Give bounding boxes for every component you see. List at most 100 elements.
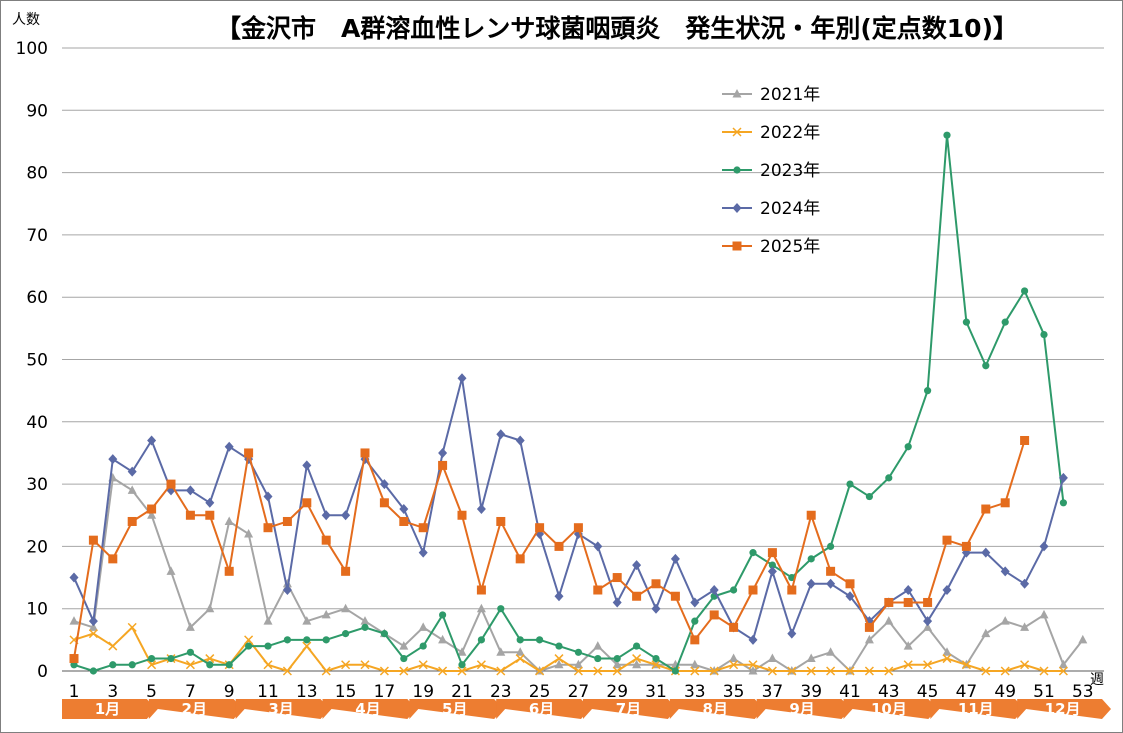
data-point bbox=[147, 435, 157, 446]
data-point bbox=[418, 660, 428, 670]
y-tick-label: 80 bbox=[26, 164, 48, 184]
data-point bbox=[730, 586, 738, 594]
data-point bbox=[302, 616, 312, 625]
data-point bbox=[341, 510, 351, 521]
x-axis-label: 週 bbox=[1090, 672, 1104, 688]
legend-item: 2021年 bbox=[722, 85, 820, 105]
y-tick-label: 70 bbox=[26, 226, 48, 246]
data-point bbox=[807, 555, 815, 563]
data-point bbox=[942, 535, 952, 545]
data-point bbox=[903, 585, 913, 596]
data-point bbox=[360, 448, 370, 458]
x-tick-label: 19 bbox=[412, 682, 434, 702]
data-point bbox=[515, 654, 525, 664]
data-point bbox=[282, 578, 292, 588]
data-point bbox=[244, 448, 254, 458]
data-point bbox=[612, 573, 622, 583]
y-tick-label: 20 bbox=[26, 537, 48, 557]
legend-item: 2023年 bbox=[722, 161, 820, 181]
legend-label: 2022年 bbox=[760, 123, 820, 143]
data-point bbox=[826, 647, 836, 656]
data-point bbox=[185, 510, 195, 520]
data-point bbox=[321, 609, 331, 619]
data-point bbox=[806, 666, 816, 676]
data-point bbox=[981, 547, 991, 558]
month-label: 12月 bbox=[1045, 700, 1081, 718]
data-point bbox=[186, 648, 194, 656]
data-point bbox=[593, 641, 603, 650]
data-point bbox=[1000, 566, 1010, 577]
month-chevron bbox=[930, 699, 1025, 719]
month-label: 1月 bbox=[95, 700, 120, 718]
month-chevron bbox=[583, 699, 677, 719]
data-point bbox=[671, 667, 680, 675]
data-point bbox=[418, 622, 428, 631]
data-point bbox=[205, 603, 215, 613]
y-tick-label: 10 bbox=[26, 600, 48, 620]
data-point bbox=[690, 666, 700, 676]
data-point bbox=[476, 504, 486, 515]
data-point bbox=[206, 661, 214, 669]
data-point bbox=[263, 660, 273, 670]
data-point bbox=[148, 654, 156, 663]
series-group bbox=[69, 131, 1088, 676]
x-tick-label: 9 bbox=[224, 682, 235, 702]
y-axis-ticks: 0 10 20 30 40 50 60 70 80 90 100 bbox=[16, 39, 48, 682]
data-point bbox=[806, 510, 816, 520]
x-tick-label: 37 bbox=[762, 682, 784, 702]
data-point bbox=[108, 554, 118, 564]
data-point bbox=[88, 629, 98, 639]
data-point bbox=[729, 653, 739, 663]
data-point bbox=[205, 497, 215, 508]
data-point bbox=[497, 605, 505, 613]
data-point bbox=[864, 622, 874, 632]
legend: 2021年 2022年 2023年 2024年 2025年 bbox=[722, 85, 820, 257]
data-point bbox=[302, 641, 312, 651]
data-point bbox=[302, 460, 312, 471]
data-point bbox=[961, 660, 971, 670]
data-point bbox=[245, 642, 253, 650]
data-point bbox=[457, 647, 467, 656]
y-axis-label: 人数 bbox=[12, 12, 40, 28]
data-point bbox=[865, 492, 874, 501]
data-point bbox=[536, 636, 544, 644]
data-point bbox=[496, 429, 506, 440]
data-point bbox=[1039, 666, 1049, 676]
data-point bbox=[69, 616, 79, 625]
data-point bbox=[418, 547, 428, 558]
data-point bbox=[573, 523, 583, 533]
month-chevron bbox=[409, 699, 504, 719]
data-point bbox=[1058, 659, 1068, 669]
data-point bbox=[924, 387, 932, 395]
data-point bbox=[302, 498, 312, 508]
data-point bbox=[244, 528, 254, 538]
data-point bbox=[399, 641, 409, 650]
series-line bbox=[73, 377, 1065, 641]
data-point bbox=[1039, 609, 1049, 619]
data-point bbox=[826, 566, 836, 576]
data-point bbox=[515, 554, 525, 564]
data-point bbox=[303, 636, 311, 644]
data-point bbox=[633, 642, 641, 650]
month-label: 8月 bbox=[703, 700, 728, 718]
data-point bbox=[1000, 616, 1010, 625]
data-point bbox=[380, 630, 388, 638]
data-point bbox=[127, 622, 137, 632]
data-point bbox=[787, 585, 797, 595]
x-tick-label: 39 bbox=[800, 682, 822, 702]
data-point bbox=[1039, 541, 1049, 552]
x-tick-label: 27 bbox=[568, 682, 590, 702]
data-point bbox=[923, 622, 933, 631]
x-tick-label: 21 bbox=[451, 682, 473, 702]
data-point bbox=[496, 516, 506, 526]
legend-label: 2024年 bbox=[760, 199, 820, 219]
data-point bbox=[321, 510, 331, 521]
x-tick-label: 51 bbox=[1033, 682, 1055, 702]
data-point bbox=[748, 634, 758, 645]
data-point bbox=[438, 666, 448, 676]
data-point bbox=[651, 603, 661, 614]
data-point bbox=[515, 435, 525, 446]
data-point bbox=[321, 535, 331, 545]
data-point bbox=[806, 578, 816, 589]
data-point bbox=[903, 660, 913, 670]
